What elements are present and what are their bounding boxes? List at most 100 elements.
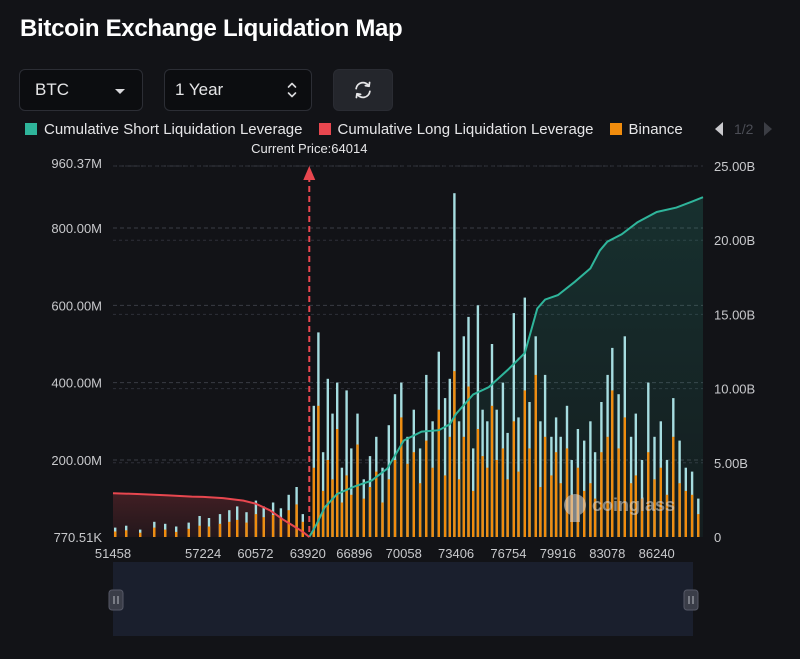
legend-next-button[interactable] bbox=[757, 119, 779, 139]
right-axis-tick-label: 10.00B bbox=[714, 382, 755, 397]
bar-binance bbox=[254, 514, 258, 537]
zoom-handle-right[interactable] bbox=[683, 589, 699, 611]
legend-item-long[interactable]: Cumulative Long Liquidation Leverage bbox=[318, 121, 594, 138]
bar-total bbox=[589, 421, 592, 537]
right-axis-tick-label: 0 bbox=[714, 530, 721, 545]
bar-binance bbox=[301, 521, 304, 537]
bar-binance bbox=[139, 532, 142, 537]
bar-binance bbox=[554, 452, 558, 537]
bar-binance bbox=[606, 436, 609, 537]
logo-circle bbox=[564, 494, 586, 516]
left-axis-tick-label: 960.37M bbox=[51, 156, 102, 171]
bar-total bbox=[583, 440, 586, 537]
legend-prev-button[interactable] bbox=[708, 119, 730, 139]
symbol-select[interactable]: BTC bbox=[19, 69, 143, 111]
time-range-select[interactable]: 1 Year bbox=[164, 69, 312, 111]
refresh-icon bbox=[355, 81, 371, 99]
left-axis: 960.37M 800.00M 600.00M 400.00M 200.00M 770.5… bbox=[51, 156, 102, 545]
bar-total bbox=[453, 193, 456, 537]
bar-binance bbox=[611, 390, 614, 537]
x-axis-tick-label: 51458 bbox=[95, 546, 131, 561]
bar-binance bbox=[634, 475, 637, 537]
x-axis-tick-label: 57224 bbox=[185, 546, 221, 561]
bar-binance bbox=[647, 452, 650, 537]
x-axis-tick-label: 63920 bbox=[290, 546, 326, 561]
bar-binance bbox=[495, 460, 498, 537]
legend-item-binance[interactable]: Binance bbox=[609, 120, 683, 138]
bar-binance bbox=[550, 475, 553, 537]
bar-total bbox=[326, 378, 329, 537]
coinglass-logo-icon bbox=[564, 494, 586, 522]
bar-binance bbox=[406, 463, 409, 537]
bar-binance bbox=[245, 522, 248, 537]
legend-page-indicator: 1/2 bbox=[734, 121, 754, 137]
bar-binance bbox=[317, 405, 320, 537]
zoom-handle-left[interactable] bbox=[108, 589, 124, 611]
logo-stem bbox=[570, 508, 580, 522]
bar-binance bbox=[672, 436, 675, 537]
x-axis-tick-label: 79916 bbox=[540, 546, 576, 561]
bar-binance bbox=[393, 460, 397, 537]
left-axis-tick-label: 400.00M bbox=[51, 376, 102, 391]
zoom-slider[interactable] bbox=[108, 562, 699, 636]
bar-binance bbox=[400, 417, 403, 537]
long-area bbox=[113, 493, 310, 537]
bar-total bbox=[345, 390, 348, 537]
bar-binance bbox=[617, 448, 620, 537]
x-axis-tick-label: 60572 bbox=[237, 546, 273, 561]
current-price-arrow bbox=[303, 166, 316, 180]
legend-swatch-binance bbox=[609, 123, 622, 135]
bar-binance bbox=[175, 531, 178, 537]
bar-binance bbox=[486, 467, 489, 537]
x-axis-tick-label: 73406 bbox=[438, 546, 474, 561]
bar-binance bbox=[640, 498, 644, 537]
bar-total bbox=[634, 413, 637, 537]
bar-binance bbox=[490, 405, 494, 537]
bar-binance bbox=[331, 479, 334, 537]
right-axis-tick-label: 25.00B bbox=[714, 159, 755, 174]
bar-binance bbox=[321, 490, 325, 537]
bar-binance bbox=[295, 504, 298, 537]
bar-binance bbox=[262, 517, 265, 537]
bar-binance bbox=[345, 475, 348, 537]
bar-binance bbox=[517, 471, 520, 537]
bar-binance bbox=[362, 498, 365, 537]
bar-binance bbox=[506, 479, 509, 537]
x-axis: 51458 57224 60572 63920 66896 70058 73406 76754… bbox=[95, 546, 675, 561]
bar-binance bbox=[534, 374, 537, 537]
bar-binance bbox=[523, 390, 526, 537]
bar-binance bbox=[462, 436, 465, 537]
bar-total bbox=[443, 398, 447, 537]
bar-binance bbox=[476, 429, 480, 537]
bar-binance bbox=[340, 502, 344, 537]
bar-binance bbox=[336, 429, 339, 537]
bar-binance bbox=[198, 525, 201, 537]
bar-binance bbox=[457, 479, 461, 537]
x-axis-tick-label: 86240 bbox=[639, 546, 675, 561]
legend-label-binance: Binance bbox=[628, 120, 683, 138]
bar-binance bbox=[368, 487, 372, 537]
bar-binance bbox=[472, 490, 475, 537]
current-price-label: Current Price:64014 bbox=[251, 141, 367, 156]
bar-binance bbox=[659, 467, 662, 537]
bar-total bbox=[350, 448, 353, 537]
bar-binance bbox=[164, 529, 167, 537]
chart-legend: Cumulative Short Liquidation Leverage Cu… bbox=[25, 120, 699, 138]
bar-binance bbox=[593, 498, 597, 537]
watermark-text: coinglass bbox=[592, 495, 675, 515]
refresh-button[interactable] bbox=[333, 69, 393, 111]
bar-binance bbox=[583, 490, 586, 537]
zoom-slider-track bbox=[113, 562, 693, 636]
bar-binance bbox=[565, 448, 569, 537]
bar-binance bbox=[207, 526, 211, 537]
legend-item-short[interactable]: Cumulative Short Liquidation Leverage bbox=[25, 121, 303, 138]
bar-binance bbox=[228, 521, 231, 537]
bar-binance bbox=[623, 417, 626, 537]
bar-binance bbox=[431, 467, 434, 537]
bar-binance bbox=[443, 475, 447, 537]
right-axis-tick-label: 20.00B bbox=[714, 233, 755, 248]
drag-handle-icon bbox=[683, 589, 699, 611]
legend-pager: 1/2 bbox=[708, 119, 779, 139]
legend-swatch-long bbox=[318, 123, 331, 135]
time-range-value: 1 Year bbox=[175, 80, 224, 99]
